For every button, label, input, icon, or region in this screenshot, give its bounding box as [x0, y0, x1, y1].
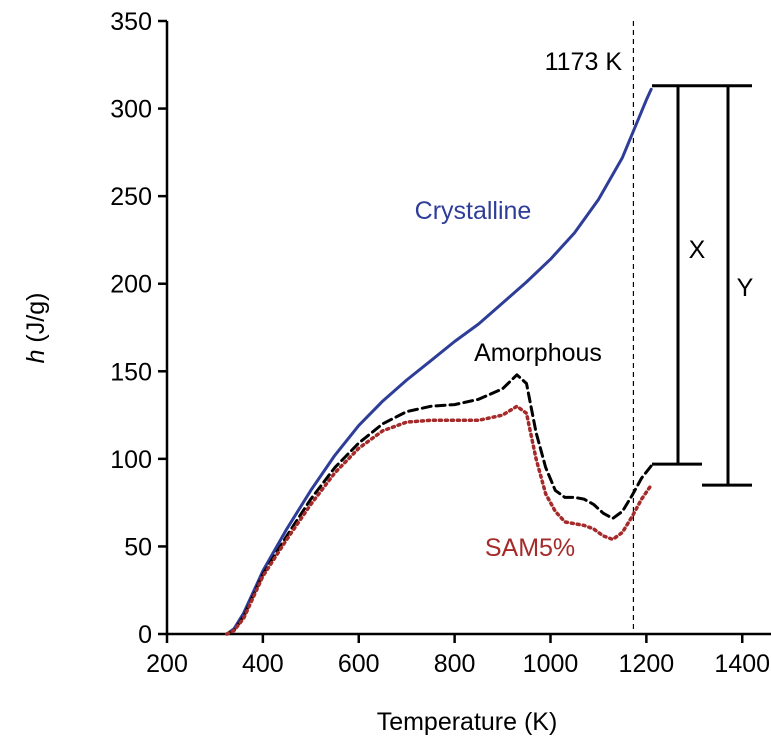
- y-tick-label: 300: [110, 96, 152, 124]
- x-tick-label: 400: [242, 650, 284, 678]
- x-tick-label: 1200: [619, 650, 675, 678]
- series-sam5-: [225, 404, 653, 636]
- annotation-layer: 1173 K Crystalline Amorphous SAM5% X Y T…: [22, 48, 754, 736]
- y-tick-label: 200: [110, 271, 152, 299]
- bracket-x-label: X: [689, 236, 706, 264]
- y-axis-title: h (J/g): [22, 293, 50, 364]
- y-axis-title-unit: (J/g): [22, 293, 50, 350]
- x-tick-label: 1400: [714, 650, 770, 678]
- y-tick-label: 150: [110, 358, 152, 386]
- y-tick-label: 100: [110, 446, 152, 474]
- sam-label: SAM5%: [485, 534, 575, 562]
- axes: 0 50 100 150 200 250 300 350 200 400 600 800 1000 120…: [110, 8, 771, 678]
- y-tick-label: 350: [110, 8, 152, 36]
- x-tick-label: 1000: [523, 650, 579, 678]
- x-tick-label: 800: [434, 650, 476, 678]
- x-axis-title: Temperature (K): [377, 708, 558, 736]
- bracket-y-label: Y: [737, 274, 754, 302]
- x-tick-label: 200: [146, 650, 188, 678]
- series-amorphous: [225, 373, 653, 636]
- x-tick-label: 600: [338, 650, 380, 678]
- y-tick-label: 0: [138, 621, 152, 649]
- y-tick-label: 50: [124, 533, 152, 561]
- series-layer: [225, 21, 752, 636]
- bracket-x: [652, 84, 702, 466]
- y-axis-title-symbol: h: [22, 350, 50, 364]
- crystalline-label: Crystalline: [415, 197, 532, 225]
- vline-label: 1173 K: [545, 48, 623, 76]
- amorphous-label: Amorphous: [474, 339, 602, 367]
- bracket-y: [702, 84, 752, 487]
- y-tick-label: 250: [110, 183, 152, 211]
